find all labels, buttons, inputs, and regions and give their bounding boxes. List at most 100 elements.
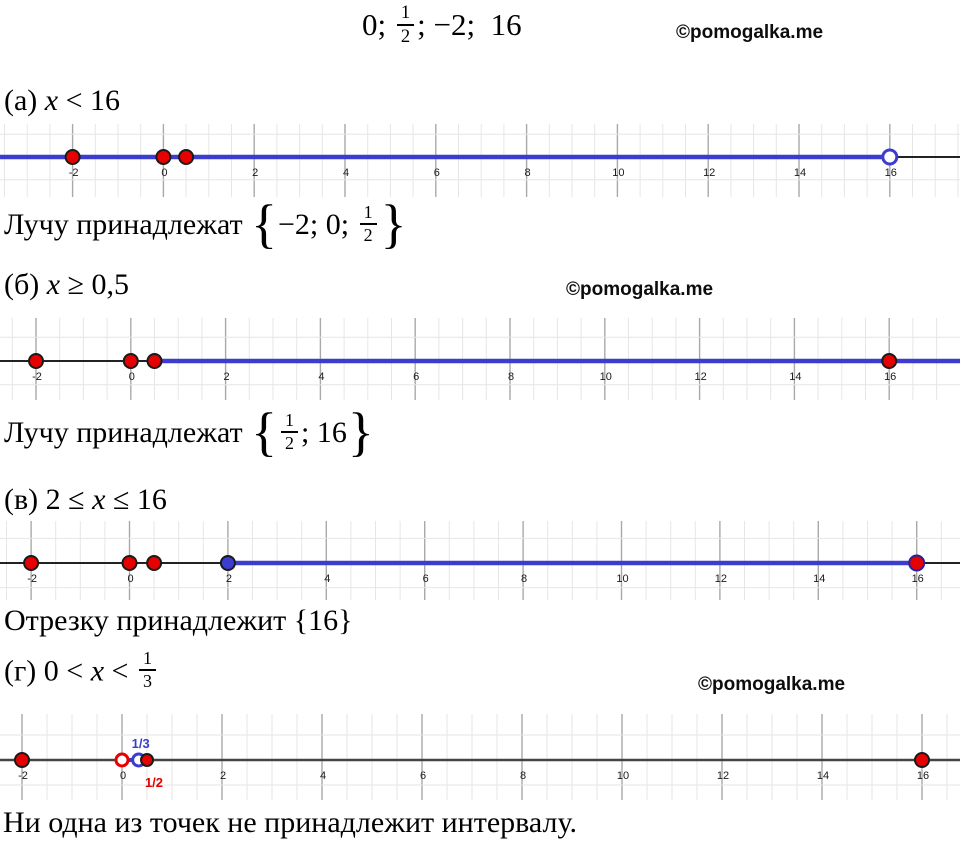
curly-brace: { xyxy=(251,402,278,462)
point-closed xyxy=(146,353,163,369)
text-run: (г) 0 < xyxy=(4,654,91,688)
tick-label: -2 xyxy=(32,371,42,383)
tick-label: 6 xyxy=(413,371,419,383)
watermark-top: ©pomogalka.me xyxy=(676,22,824,43)
tick-label: -2 xyxy=(18,770,28,782)
tick-label: 16 xyxy=(917,770,929,782)
text-run: (б) xyxy=(4,268,47,301)
text-run: Лучу принадлежат xyxy=(4,207,251,241)
text-run: ≥ 0,5 xyxy=(60,268,130,301)
text-run: x xyxy=(90,654,105,688)
heading-b: (б) x ≥ 0,5 xyxy=(4,268,129,301)
point-closed xyxy=(23,555,40,571)
tick-label: 4 xyxy=(343,167,349,179)
numberline-a: -2 0 2 4 6 8 10 12 14 16 xyxy=(0,124,960,197)
result-a: Лучу принадлежат {−2; 0; 1 2} xyxy=(4,194,408,254)
point-closed xyxy=(881,353,898,369)
tick-label: 14 xyxy=(794,167,806,179)
text-run: ; 16 xyxy=(301,415,347,449)
tick-label: 8 xyxy=(520,770,526,782)
point-closed xyxy=(914,752,930,768)
tick-label: 8 xyxy=(525,167,531,179)
numberline-d: -2 0 2 4 6 8 10 12 14 16 1/3 1/2 xyxy=(0,714,960,800)
text-run: x xyxy=(92,483,106,516)
fraction-numerator: 1 xyxy=(359,202,377,225)
tick-label: 6 xyxy=(420,770,426,782)
result-b: Лучу принадлежат {1 2; 16} xyxy=(4,402,375,462)
point-closed xyxy=(219,555,236,571)
tick-label: 14 xyxy=(813,573,825,585)
tick-label: 14 xyxy=(817,770,829,782)
text-run: Лучу принадлежат xyxy=(4,415,251,449)
point-closed xyxy=(122,353,139,369)
tick-label: 0 xyxy=(161,167,167,179)
fraction-numerator: 1 xyxy=(138,648,156,672)
watermark-middle: ©pomogalka.me xyxy=(566,279,714,300)
fraction-denominator: 2 xyxy=(400,26,411,48)
point-closed xyxy=(14,752,30,768)
tick-label: 12 xyxy=(715,573,727,585)
tick-label: 8 xyxy=(521,573,527,585)
tick-label: -2 xyxy=(69,167,79,179)
text-run: (а) xyxy=(4,84,45,117)
point-closed xyxy=(155,149,172,165)
curly-brace: { xyxy=(251,194,278,254)
text-run: −2; 0; xyxy=(278,207,357,241)
tick-label: 6 xyxy=(423,573,429,585)
point-annotation: 1/2 xyxy=(145,775,163,790)
point-closed xyxy=(908,554,926,572)
given-numbers-list: 0; 1 2; −2; 16 xyxy=(362,2,522,50)
text-run: (в) 2 ≤ xyxy=(4,483,93,516)
text-run: Отрезку принадлежит {16} xyxy=(4,604,353,637)
text-run: < xyxy=(104,654,136,688)
tick-label: 2 xyxy=(224,371,230,383)
point-closed xyxy=(28,353,44,369)
tick-label: 10 xyxy=(617,770,629,782)
tick-label: 16 xyxy=(912,573,924,585)
tick-label: 4 xyxy=(320,770,326,782)
fraction-numerator: 1 xyxy=(396,2,415,27)
tick-label: -2 xyxy=(27,573,37,585)
point-open xyxy=(881,148,899,166)
tick-label: 6 xyxy=(434,167,440,179)
text-run: ; −2; 16 xyxy=(417,7,522,43)
tick-label: 16 xyxy=(884,371,896,383)
tick-label: 14 xyxy=(789,371,801,383)
point-closed xyxy=(146,555,163,571)
tick-label: 8 xyxy=(508,371,514,383)
tick-label: 12 xyxy=(703,167,715,179)
tick-label: 2 xyxy=(220,770,226,782)
tick-label: 0 xyxy=(127,573,133,585)
text-run: x xyxy=(44,84,59,117)
fraction-numerator: 1 xyxy=(281,410,299,433)
tick-label: 4 xyxy=(324,573,330,585)
tick-label: 2 xyxy=(252,167,258,179)
curly-brace: } xyxy=(347,402,374,462)
tick-label: 10 xyxy=(616,573,628,585)
conclusion-text: Ни одна из точек не принадлежит интервал… xyxy=(3,806,577,839)
tick-label: 10 xyxy=(600,371,612,383)
point-closed xyxy=(64,149,81,165)
watermark-bottom: ©pomogalka.me xyxy=(698,674,846,695)
point-annotation: 1/3 xyxy=(132,736,150,751)
text-run: ≤ 16 xyxy=(105,483,167,516)
text-run: 0; xyxy=(362,7,394,43)
tick-label: 16 xyxy=(885,167,897,179)
tick-label: 0 xyxy=(120,770,126,782)
tick-label: 2 xyxy=(226,573,232,585)
numberline-b: -2 0 2 4 6 8 10 12 14 16 xyxy=(0,318,960,400)
fraction-denominator: 3 xyxy=(142,671,152,692)
tick-label: 10 xyxy=(612,167,624,179)
result-c: Отрезку принадлежит {16} xyxy=(4,604,353,637)
point-closed xyxy=(121,555,138,571)
tick-label: 12 xyxy=(717,770,729,782)
fraction-denominator: 2 xyxy=(285,433,295,453)
tick-label: 0 xyxy=(129,371,135,383)
tick-label: 12 xyxy=(694,371,706,383)
